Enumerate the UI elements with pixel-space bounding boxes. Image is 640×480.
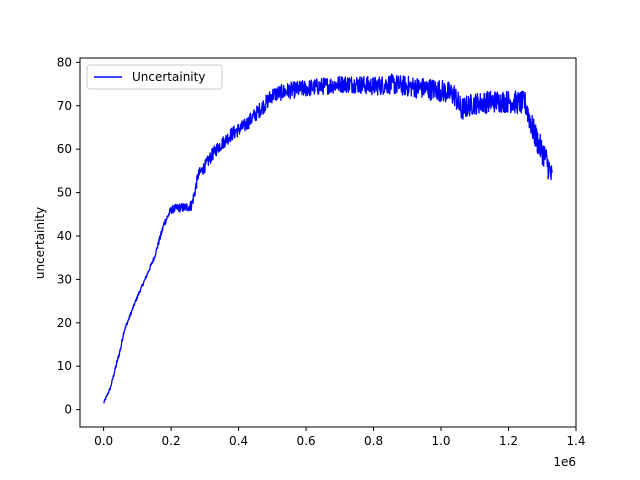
legend-label: Uncertainity [132,70,205,84]
x-tick-label: 0.8 [364,434,383,448]
y-tick-label: 70 [57,99,72,113]
y-tick-label: 30 [57,272,72,286]
x-tick-label: 1.4 [566,434,585,448]
x-tick-label: 1.2 [499,434,518,448]
y-axis: 0 10 20 30 40 50 60 70 80 [57,55,80,417]
y-tick-label: 20 [57,316,72,330]
y-tick-label: 40 [57,229,72,243]
legend-box [86,64,223,90]
plot-area [103,73,553,404]
x-tick-label: 0.2 [162,434,181,448]
legend: Uncertainity [86,64,223,90]
x-tick-label: 0.0 [94,434,113,448]
x-tick-label: 0.4 [229,434,248,448]
axes-frame [79,57,577,428]
y-tick-label: 50 [57,186,72,200]
x-tick-label: 1.0 [431,434,450,448]
x-tick-label: 0.6 [297,434,316,448]
x-axis: 0.0 0.2 0.4 0.6 0.8 1.0 1.2 1.4 [94,427,586,448]
y-tick-label: 0 [64,403,72,417]
series-line-uncertainity [103,73,553,404]
x-axis-offset-label: 1e6 [553,455,576,469]
y-tick-label: 80 [57,55,72,69]
y-tick-label: 60 [57,142,72,156]
y-tick-label: 10 [57,359,72,373]
y-axis-label: uncertainity [33,207,47,279]
